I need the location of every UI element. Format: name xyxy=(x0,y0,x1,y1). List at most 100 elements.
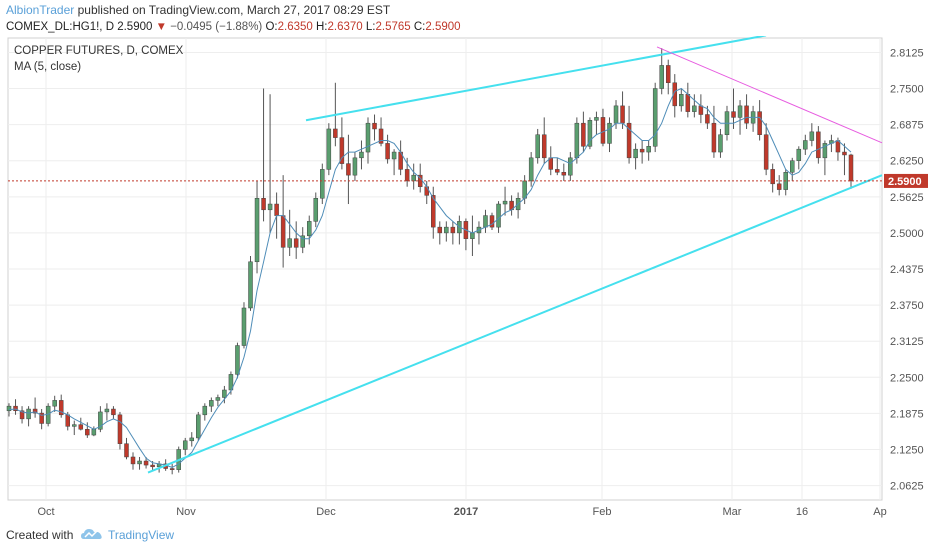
candle-body xyxy=(555,169,560,173)
open-value: 2.6350 xyxy=(277,21,313,33)
candle-body xyxy=(737,105,743,118)
chart-title: COPPER FUTURES, D, COMEX xyxy=(14,45,184,57)
candle-body xyxy=(705,114,710,124)
author-link[interactable]: AlbionTrader xyxy=(6,3,75,17)
high-label: H: xyxy=(316,21,328,33)
candle-body xyxy=(372,122,377,130)
last-price-tag xyxy=(884,173,928,188)
candle-body xyxy=(848,154,854,182)
x-tick-label: 16 xyxy=(796,506,808,518)
candle-body xyxy=(809,131,815,141)
price-change: −0.0495 (−1.88%) xyxy=(170,21,263,33)
lower-trendline[interactable] xyxy=(147,174,883,474)
down-arrow-icon: ▼ xyxy=(155,21,167,33)
candle-body xyxy=(143,460,149,466)
x-tick-label: Oct xyxy=(37,506,54,518)
candle-body xyxy=(496,203,501,228)
candle-body xyxy=(267,203,273,211)
candle-body xyxy=(19,410,25,420)
upper-trendline[interactable] xyxy=(305,36,767,122)
candle-body xyxy=(620,105,625,124)
y-tick-label: 2.3750 xyxy=(890,300,924,312)
created-with-text: Created with xyxy=(6,528,74,542)
candle-body xyxy=(78,424,84,430)
high-value: 2.6370 xyxy=(327,21,363,33)
candle-body xyxy=(215,397,221,401)
last-price-tag-label: 2.5900 xyxy=(888,176,922,188)
close-value: 2.5900 xyxy=(425,21,461,33)
symbol-ohlc-line: COMEX_DL:HG1!, D 2.5900 ▼ −0.0495 (−1.88… xyxy=(6,21,461,33)
candle-body xyxy=(711,122,717,153)
y-tick-label: 2.5625 xyxy=(890,192,924,204)
candle-body xyxy=(280,215,286,248)
candle-body xyxy=(483,215,488,228)
candle-body xyxy=(718,134,723,153)
candle-body xyxy=(235,345,240,375)
candle-body xyxy=(359,151,364,159)
candle-body xyxy=(58,400,64,416)
candle-body xyxy=(254,198,260,263)
candle-body xyxy=(411,174,416,182)
y-tick-label: 2.3125 xyxy=(890,336,924,348)
y-tick-label: 2.1875 xyxy=(890,408,924,420)
candle-body xyxy=(639,148,645,153)
candle-body xyxy=(692,105,697,112)
candle-body xyxy=(293,238,299,248)
candle-body xyxy=(222,389,227,398)
candle-body xyxy=(313,198,319,222)
y-tick-label: 2.2500 xyxy=(890,372,924,384)
y-tick-label: 2.5000 xyxy=(890,228,924,240)
candle-body xyxy=(594,117,599,121)
candle-body xyxy=(431,195,436,228)
candle-body xyxy=(489,215,495,228)
y-axis-labels: 2.8125 2.7500 2.6875 2.6250 2.5625 2.5000 2.43… xyxy=(890,47,924,492)
indicator-label[interactable]: MA (5, close) xyxy=(14,61,81,73)
candle-body xyxy=(274,203,279,216)
y-tick-label: 2.8125 xyxy=(890,47,924,59)
y-tick-label: 2.0625 xyxy=(890,481,924,493)
tradingview-brand-link[interactable]: TradingView xyxy=(108,528,175,542)
candle-body xyxy=(104,408,110,413)
candle-body xyxy=(287,238,292,248)
candle-body xyxy=(352,157,358,176)
candle-body xyxy=(32,408,38,414)
candle-body xyxy=(6,405,12,412)
candle-body xyxy=(65,414,70,427)
candle-body xyxy=(672,82,678,107)
candle-body xyxy=(685,94,691,112)
candle-body xyxy=(535,134,540,159)
x-tick-label: 2017 xyxy=(454,506,478,518)
y-tick-label: 2.7500 xyxy=(890,84,924,96)
y-tick-label: 2.4375 xyxy=(890,264,924,276)
candle-body xyxy=(424,186,429,196)
low-value: 2.5765 xyxy=(375,21,411,33)
x-tick-label: Mar xyxy=(723,506,742,518)
candle-body xyxy=(365,122,371,153)
candle-body xyxy=(85,429,90,436)
y-tick-label: 2.6875 xyxy=(890,120,924,132)
candle-body xyxy=(130,456,136,465)
candle-body xyxy=(744,105,749,124)
candle-body xyxy=(470,232,475,239)
low-label: L: xyxy=(365,21,376,33)
candle-body xyxy=(346,163,351,176)
price-chart[interactable]: 2.8125 2.7500 2.6875 2.6250 2.5625 2.5000 2.43… xyxy=(0,36,932,518)
candle-body xyxy=(659,65,664,89)
close-label: C: xyxy=(413,21,426,33)
candle-body xyxy=(169,468,175,470)
candle-body xyxy=(306,221,312,237)
last-price: 2.5900 xyxy=(117,21,153,33)
candle-body xyxy=(613,105,619,124)
candle-body xyxy=(626,122,632,159)
candle-body xyxy=(196,414,201,439)
tradingview-cloud-icon xyxy=(81,529,102,539)
descending-resistance-line[interactable] xyxy=(656,46,883,144)
x-tick-label: Dec xyxy=(316,506,336,518)
candle-body xyxy=(528,157,534,182)
candle-body xyxy=(698,105,704,115)
candle-body xyxy=(189,437,195,442)
candle-body xyxy=(757,111,762,135)
candle-body xyxy=(26,408,31,420)
candle-body xyxy=(816,131,821,159)
candle-body xyxy=(150,464,155,468)
